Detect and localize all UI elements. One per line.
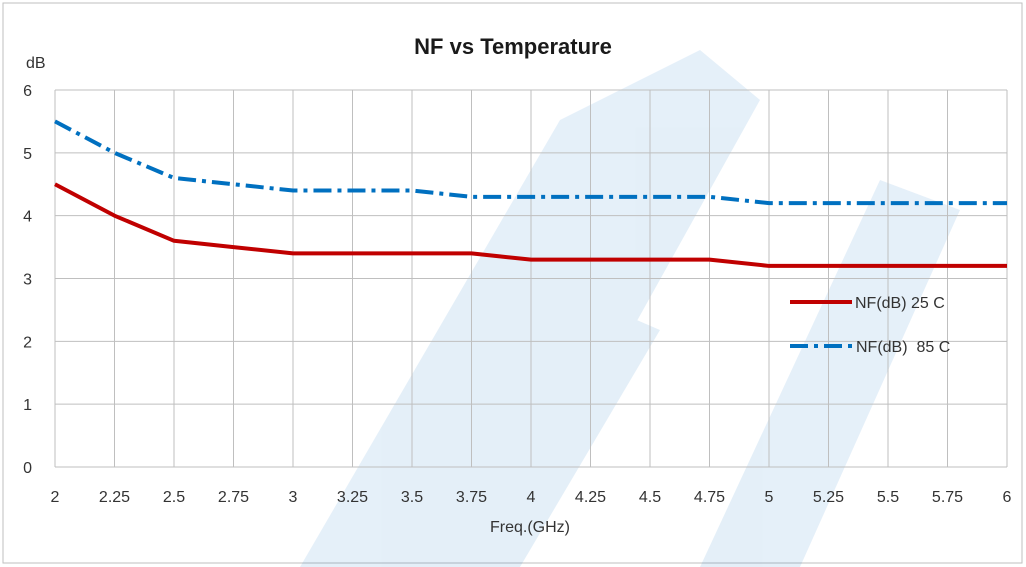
x-tick-label: 5.75: [932, 489, 963, 506]
x-tick-label: 2.5: [163, 489, 185, 506]
y-tick-label: 3: [23, 272, 32, 289]
y-tick-label: 5: [23, 146, 32, 163]
x-tick-label: 5.5: [877, 489, 899, 506]
y-tick-label: 0: [23, 460, 32, 477]
x-tick-label: 3.5: [401, 489, 423, 506]
x-axis-label: Freq.(GHz): [490, 519, 570, 536]
x-tick-label: 4.75: [694, 489, 725, 506]
x-tick-label: 5.25: [813, 489, 844, 506]
x-tick-label: 4.25: [575, 489, 606, 506]
x-tick-label: 3.25: [337, 489, 368, 506]
y-tick-label: 6: [23, 83, 32, 100]
x-tick-label: 2: [51, 489, 60, 506]
x-tick-label: 4: [527, 489, 536, 506]
y-axis-ticks: 0 1 2 3 4 5 6: [23, 83, 32, 477]
x-tick-label: 3: [289, 489, 298, 506]
x-tick-label: 4.5: [639, 489, 661, 506]
legend: NF(dB) 25 C NF(dB) 85 C: [790, 295, 950, 356]
chart-title: NF vs Temperature: [414, 34, 612, 59]
y-axis-label: dB: [26, 55, 46, 72]
x-tick-label: 2.25: [99, 489, 130, 506]
y-tick-label: 1: [23, 397, 32, 414]
x-tick-label: 3.75: [456, 489, 487, 506]
grid: [54, 89, 1008, 468]
legend-label-nf-85c: NF(dB) 85 C: [856, 339, 950, 356]
plot-area: [54, 119, 1007, 268]
x-axis-ticks: 2 2.25 2.5 2.75 3 3.25 3.5 3.75 4 4.25 4.5 4.75 5 5.2…: [51, 489, 1012, 506]
y-tick-label: 2: [23, 334, 32, 351]
x-tick-label: 5: [765, 489, 774, 506]
series-line-nf-85c: [54, 119, 1007, 206]
x-tick-label: 6: [1003, 489, 1012, 506]
watermark-logo: [300, 50, 960, 567]
y-tick-label: 4: [23, 209, 32, 226]
x-tick-label: 2.75: [218, 489, 249, 506]
series-line-nf-25c: [54, 182, 1007, 268]
legend-label-nf-25c: NF(dB) 25 C: [855, 295, 945, 312]
